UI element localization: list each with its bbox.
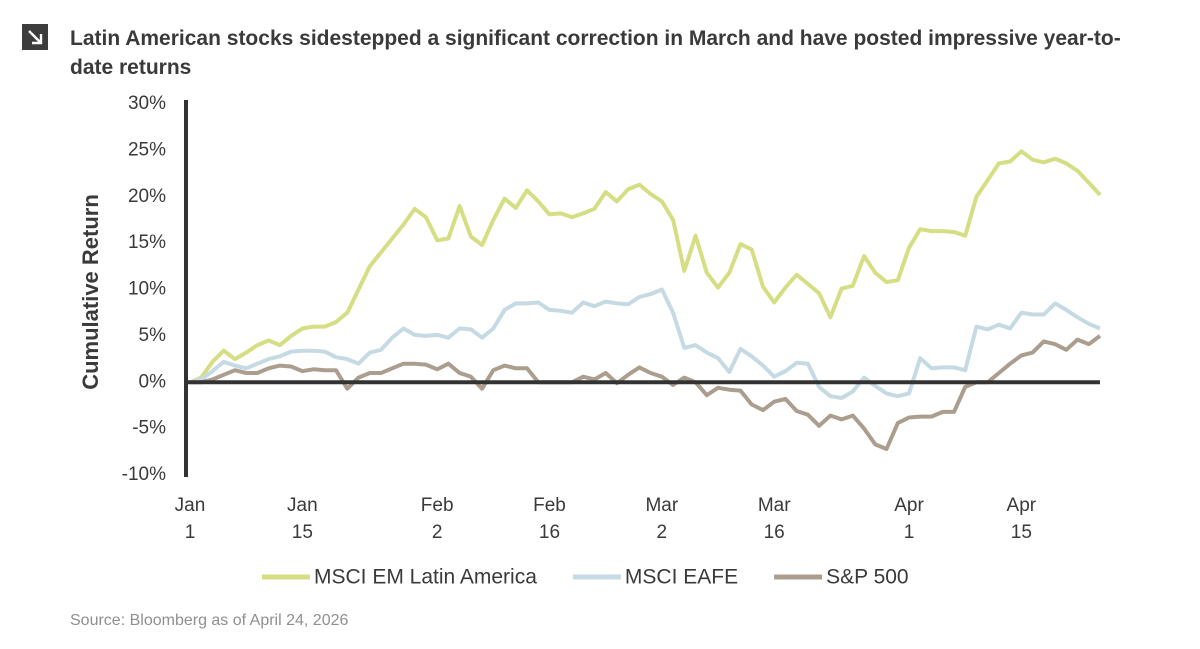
x-tick-label: Apr 1 (894, 495, 924, 543)
title-icon (22, 24, 48, 50)
legend-label: S&P 500 (826, 566, 909, 589)
source-note: Source: Bloomberg as of April 24, 2026 (70, 612, 349, 629)
y-tick-label: 0% (139, 371, 167, 392)
x-tick-label: Mar 16 (757, 495, 791, 543)
y-tick-label: 15% (128, 232, 166, 253)
y-tick-label: 10% (128, 279, 166, 300)
x-tick-label: Feb 16 (533, 495, 566, 543)
series-line (189, 149, 1102, 385)
series-line (189, 287, 1101, 400)
x-tick-label: Apr 15 (1006, 495, 1037, 543)
x-tick-label: Jan 15 (287, 495, 318, 543)
y-axis-label: Cumulative Return (78, 194, 103, 390)
y-tick-label: 5% (139, 325, 167, 346)
arrow-icon (28, 30, 43, 45)
y-tick-label: -5% (132, 418, 166, 439)
x-tick-label: Jan 1 (174, 495, 206, 543)
x-tick-label: Feb 2 (420, 495, 454, 543)
y-tick-label: 30% (128, 93, 166, 114)
y-tick-label: 20% (128, 186, 166, 207)
series-line (190, 334, 1102, 451)
y-tick-label: 25% (128, 139, 166, 160)
x-tick-label: Mar 2 (645, 495, 679, 543)
legend-label: MSCI EM Latin America (314, 566, 537, 589)
legend-label: MSCI EAFE (625, 566, 738, 589)
y-tick-label: -10% (122, 464, 166, 485)
chart-title: Latin American stocks sidestepped a sign… (70, 27, 1121, 79)
